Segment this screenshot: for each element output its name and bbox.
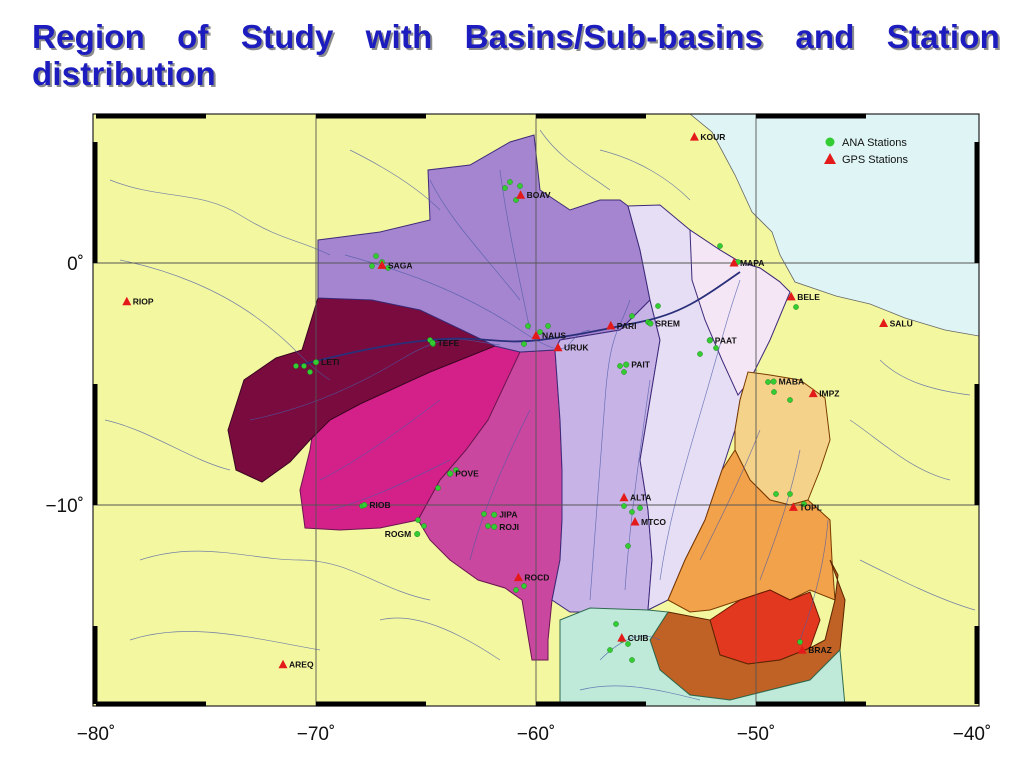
ana-station-label: PAIT [631, 360, 651, 370]
map-frame-ticks [92, 113, 980, 707]
gps-station-label: MTCO [641, 517, 666, 527]
x-tick-label: −50˚ [737, 724, 776, 745]
ana-station-marker [647, 320, 654, 327]
gps-station-marker [619, 492, 629, 502]
gps-station-label: ALTA [630, 493, 651, 503]
gps-station-marker [122, 296, 132, 306]
gps-station-label: CUIB [628, 633, 649, 643]
ana-station-label: PAAT [715, 335, 738, 345]
y-tick-label: −10˚ [45, 496, 84, 517]
gps-station-marker [879, 318, 889, 327]
gps-station-label: BOAV [527, 190, 551, 200]
y-tick-label: 0˚ [67, 254, 84, 275]
gps-station-marker [531, 330, 541, 340]
ana-station-label: ROGM [385, 529, 411, 539]
gps-station-marker [788, 502, 798, 511]
gps-station-label: IMPZ [819, 389, 839, 399]
ana-station-marker [491, 523, 498, 530]
gps-station-label: SAGA [388, 260, 413, 270]
gps-station-label: RIOP [133, 297, 154, 307]
gps-station-label: KOUR [700, 132, 725, 142]
gps-legend-label: GPS Stations [842, 154, 909, 166]
gps-station-marker [617, 633, 627, 642]
ana-station-label: LETI [321, 357, 339, 367]
gps-station-label: URUK [564, 343, 589, 353]
ana-station-marker [770, 378, 777, 385]
ana-station-label: RIOB [369, 500, 390, 510]
gps-station-label: BRAZ [808, 645, 832, 655]
ana-station-marker [414, 531, 421, 538]
ana-legend-label: ANA Stations [842, 137, 907, 149]
gps-station-label: BELE [797, 292, 820, 302]
map-graticule [93, 114, 979, 706]
ana-station-label: MABA [779, 377, 805, 387]
ana-station-marker [313, 359, 320, 366]
amazon-river [299, 271, 741, 366]
gps-station-layer: KOUR BOAV SAGA MAPA RIOP BELE SALU PARI NAUS URUK… [122, 132, 913, 670]
ana-station-marker [447, 470, 454, 477]
ana-station-label: POVE [455, 469, 479, 479]
ana-station-marker [623, 361, 630, 368]
gps-station-marker [516, 190, 526, 199]
ana-label-layer: TEFE LETI PAIT SREM PAAT MABA POVE RIOB JIPA ROJI… [313, 319, 805, 539]
gps-station-marker [377, 260, 387, 269]
gps-station-label: PARI [617, 321, 637, 331]
gps-station-label: ROCD [524, 573, 549, 583]
gps-station-marker [808, 388, 818, 398]
ana-station-marker [361, 502, 368, 509]
x-tick-label: −70˚ [297, 724, 336, 745]
river-network [104, 129, 976, 701]
gps-station-marker [797, 645, 807, 654]
ana-station-label: ROJI [499, 522, 519, 532]
ana-station-label: SREM [655, 319, 680, 329]
x-tick-label: −80˚ [77, 724, 116, 745]
map-legend: ANA Stations GPS Stations [824, 137, 909, 166]
ana-station-marker [706, 337, 713, 344]
x-tick-label: −60˚ [517, 724, 556, 745]
ana-station-label: JIPA [499, 510, 517, 520]
ana-station-marker [491, 511, 498, 518]
ana-station-legend-marker [825, 137, 835, 147]
basin-parana [559, 607, 846, 706]
gps-station-marker [553, 342, 563, 352]
gps-station-label: NAUS [542, 331, 566, 341]
x-tick-label: −40˚ [953, 724, 992, 745]
gps-station-marker [729, 258, 739, 267]
slide-title: Region of Study with Basins/Sub-basins a… [32, 18, 1000, 92]
gps-station-label: AREQ [289, 660, 314, 670]
gps-station-marker [786, 291, 796, 301]
gps-station-marker [630, 516, 640, 526]
gps-station-label: MAPA [740, 258, 764, 268]
ana-station-label: TEFE [438, 338, 460, 348]
gps-station-label: SALU [890, 319, 913, 329]
gps-station-marker [278, 659, 288, 669]
gps-station-marker [606, 320, 616, 330]
ana-station-marker [429, 339, 436, 346]
gps-station-label: TOPL [799, 502, 822, 512]
gps-station-marker [513, 572, 523, 582]
gps-station-marker [689, 132, 699, 141]
gps-station-legend-marker [824, 153, 836, 164]
